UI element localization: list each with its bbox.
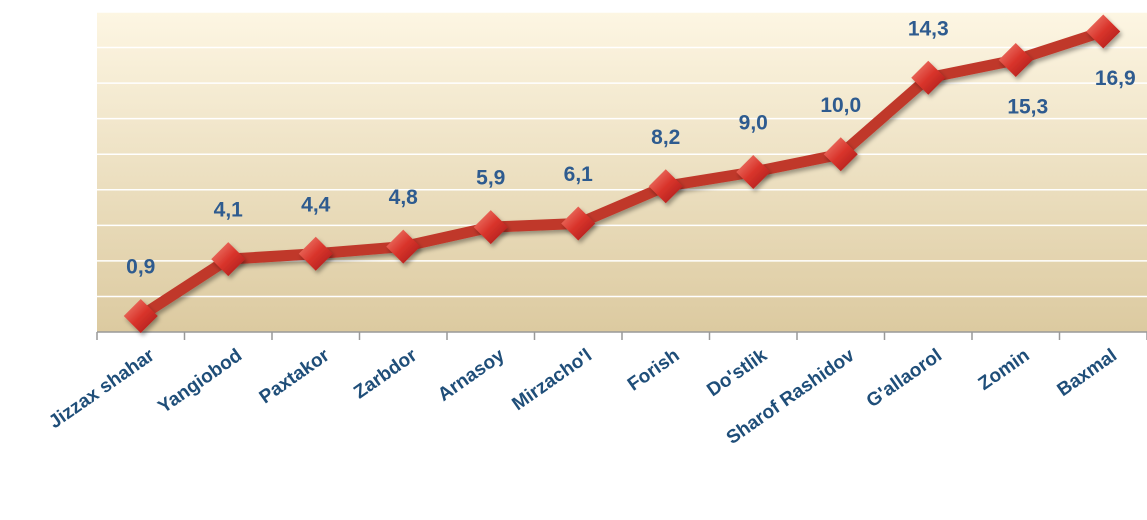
marker (1086, 14, 1121, 49)
marker (998, 43, 1033, 77)
marker (123, 299, 158, 333)
data-label: 16,9 (1095, 67, 1136, 90)
x-tick-label: Paxtakor (256, 345, 334, 409)
x-tick-label: Zomin (975, 345, 1034, 395)
x-tick-label: Jizzax shahar (45, 345, 159, 433)
marker (561, 206, 596, 241)
x-tick-label: Mirzacho'l (508, 345, 596, 415)
data-label: 10,0 (820, 94, 861, 117)
data-label: 4,1 (214, 199, 244, 222)
x-tick-label: Yangiobod (154, 345, 246, 418)
data-label: 14,3 (908, 17, 949, 40)
x-tick-label: G'allaorol (863, 345, 946, 412)
marker (736, 155, 771, 189)
marker (211, 242, 246, 277)
x-tick-label: Forish (624, 345, 684, 396)
data-label: 8,2 (651, 126, 680, 149)
data-label: 5,9 (476, 167, 505, 190)
marker (911, 60, 946, 95)
x-tick-label: Baxmal (1054, 345, 1121, 401)
data-label: 4,8 (389, 186, 419, 209)
x-tick-label: Do'stlik (703, 345, 771, 401)
x-tick-label: Arnasoy (434, 345, 509, 406)
marker (386, 229, 421, 264)
data-label: 15,3 (1007, 96, 1048, 119)
marker (648, 169, 683, 204)
data-label: 0,9 (126, 256, 155, 279)
data-label: 4,4 (301, 193, 331, 216)
data-label: 6,1 (564, 163, 594, 186)
marker (823, 137, 858, 172)
x-tick-label: Zarbdor (350, 345, 421, 404)
marker (473, 210, 508, 245)
marker (298, 236, 333, 271)
data-label: 9,0 (739, 112, 768, 135)
